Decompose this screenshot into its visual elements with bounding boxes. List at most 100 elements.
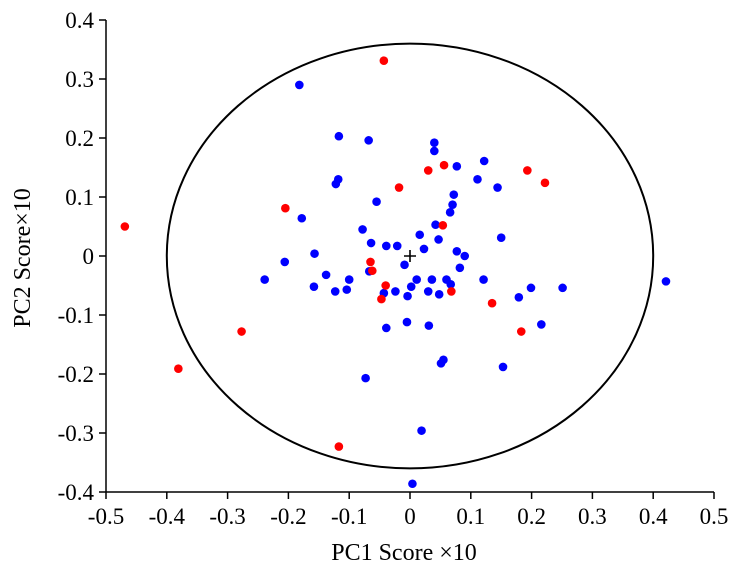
axes: [99, 19, 715, 499]
data-point: [281, 203, 290, 213]
data-point: [460, 251, 470, 261]
data-point: [381, 241, 391, 251]
data-point: [526, 283, 536, 293]
center-marker: [404, 250, 416, 262]
confidence-ellipse: [165, 42, 655, 470]
data-point: [366, 238, 376, 248]
y-tick-label: 0.4: [65, 8, 94, 33]
data-point: [540, 178, 550, 188]
data-point: [496, 233, 506, 243]
data-point: [237, 327, 246, 336]
data-point: [430, 146, 439, 156]
data-point: [427, 275, 437, 284]
data-point: [558, 283, 567, 293]
data-point: [423, 287, 433, 296]
data-point: [368, 266, 377, 276]
y-tick-label: 0: [83, 244, 95, 269]
data-point: [260, 275, 269, 284]
data-point: [174, 364, 183, 373]
data-point: [392, 241, 402, 251]
x-axis-title: PC1 Score ×10: [331, 540, 477, 566]
data-point: [417, 426, 426, 435]
data-point: [366, 257, 375, 267]
x-tick-label: 0: [404, 504, 416, 529]
data-point: [452, 246, 462, 256]
y-tick-label: -0.3: [58, 421, 94, 446]
data-point: [431, 220, 440, 230]
data-point: [479, 156, 489, 166]
data-point: [537, 320, 546, 329]
y-tick-label: 0.3: [65, 67, 94, 92]
y-tick-label: 0.2: [65, 126, 94, 151]
data-point: [334, 442, 344, 451]
data-point: [412, 275, 421, 284]
x-tick-label: -0.2: [270, 504, 306, 529]
data-point: [406, 282, 416, 291]
x-tick-label: 0.1: [456, 504, 485, 529]
data-point: [310, 249, 319, 258]
x-tick-label: -0.1: [331, 504, 367, 529]
data-point: [342, 285, 352, 294]
data-point: [379, 56, 389, 66]
data-point: [438, 221, 448, 230]
data-point: [391, 287, 400, 296]
data-point: [377, 294, 386, 304]
data-point: [498, 362, 508, 372]
data-point: [394, 183, 404, 192]
data-point: [449, 190, 459, 199]
data-point: [280, 257, 290, 267]
data-points: [120, 56, 671, 489]
data-point: [424, 321, 434, 330]
data-point: [448, 200, 457, 209]
data-point: [487, 298, 497, 308]
x-tick-label: -0.5: [88, 504, 124, 529]
data-point: [452, 162, 462, 171]
data-point: [479, 275, 488, 284]
tick-labels: -0.5 -0.4 -0.3 -0.2 -0.1 0 0.1 0.2 0.3 0.4 0.50.40…: [58, 8, 729, 529]
x-tick-label: 0.3: [578, 504, 607, 529]
data-point: [415, 230, 425, 240]
data-point: [297, 213, 307, 223]
y-tick-label: -0.4: [58, 480, 95, 505]
confidence-ellipse-layer: [165, 42, 655, 470]
data-point: [400, 260, 409, 270]
data-point: [408, 479, 417, 489]
data-point: [439, 160, 449, 170]
data-point: [473, 175, 482, 184]
data-point: [334, 131, 344, 141]
x-tick-label: 0.4: [639, 504, 668, 529]
data-point: [372, 197, 381, 207]
data-point: [423, 166, 433, 175]
data-point: [295, 80, 304, 90]
x-tick-label: -0.3: [209, 504, 245, 529]
y-tick-label: -0.1: [58, 303, 94, 328]
data-point: [381, 281, 390, 290]
series-1: [260, 80, 671, 489]
data-point: [333, 175, 343, 184]
x-tick-label: 0.2: [517, 504, 546, 529]
y-tick-label: 0.1: [65, 185, 94, 210]
y-axis-title: PC2 Score×10: [10, 188, 36, 328]
y-tick-label: -0.2: [58, 362, 94, 387]
data-point: [358, 225, 367, 234]
data-point: [436, 359, 446, 368]
data-point: [402, 317, 412, 327]
series-2: [120, 56, 550, 451]
data-point: [321, 270, 331, 280]
x-tick-label: 0.5: [700, 504, 729, 529]
data-point: [361, 373, 370, 383]
data-point: [523, 166, 532, 175]
data-point: [309, 282, 319, 291]
data-point: [493, 183, 502, 192]
data-point: [514, 293, 524, 302]
data-point: [430, 138, 439, 148]
x-tick-label: -0.4: [149, 504, 186, 529]
data-point: [330, 287, 340, 296]
data-point: [661, 277, 671, 286]
data-point: [447, 287, 456, 296]
data-point: [344, 275, 354, 284]
data-point: [434, 235, 443, 244]
data-point: [434, 290, 444, 299]
data-point: [419, 244, 429, 254]
